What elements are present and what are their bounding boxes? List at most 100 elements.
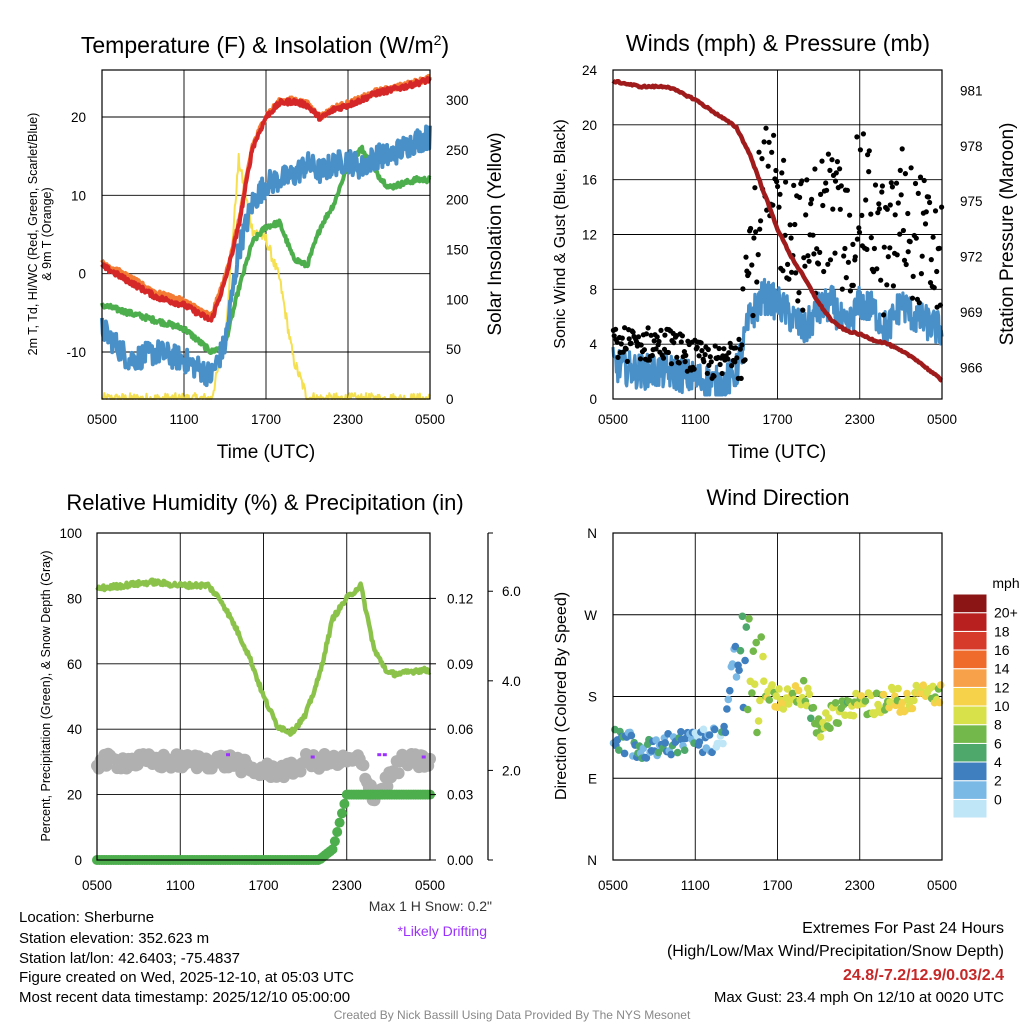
gust-point — [796, 290, 802, 296]
gust-point — [823, 180, 829, 186]
drifting-marker-0 — [226, 753, 230, 757]
gust-point — [832, 250, 838, 256]
gust-point — [912, 180, 919, 187]
gust-point — [736, 336, 742, 342]
gust-point — [894, 252, 900, 258]
gust-point — [799, 178, 805, 184]
precip-point — [334, 817, 345, 828]
snow-depth-point — [357, 759, 370, 772]
gust-point — [699, 348, 705, 354]
pressure-ytick-5: 981 — [960, 83, 983, 98]
humidity-xtick-2: 1700 — [248, 878, 278, 893]
gust-point — [830, 206, 836, 212]
gust-point — [643, 331, 650, 337]
snow-ytick-2: 6.0 — [502, 584, 521, 599]
gust-point — [795, 298, 801, 304]
gust-point — [838, 183, 844, 189]
direction-point — [807, 714, 815, 723]
gust-point — [857, 147, 864, 153]
gust-point — [887, 245, 893, 251]
precip-ytick-4: 0.12 — [447, 591, 473, 606]
gust-point — [927, 199, 933, 206]
colorbar-box-2 — [952, 761, 988, 782]
winds-xtick-0: 0500 — [598, 412, 628, 427]
gust-point — [624, 358, 631, 364]
gust-point — [748, 225, 754, 232]
drifting-annotation: *Likely Drifting — [398, 923, 487, 939]
gust-point — [614, 339, 620, 345]
gust-point — [727, 340, 733, 346]
gust-point — [910, 273, 916, 279]
gust-point — [834, 159, 841, 165]
gust-point — [810, 232, 816, 238]
gust-point — [884, 282, 890, 288]
gust-point — [889, 184, 896, 190]
drifting-marker-5 — [421, 755, 426, 759]
gust-point — [628, 340, 634, 346]
direction-point — [857, 692, 866, 700]
insolation-ytick-2: 100 — [446, 292, 469, 307]
gust-point — [679, 333, 686, 339]
insolation-ytick-6: 300 — [446, 93, 469, 108]
winds-series — [610, 78, 945, 397]
gust-point — [839, 286, 845, 292]
direction-point — [720, 722, 728, 731]
gust-point — [916, 300, 922, 306]
colorbar-label-2: 4 — [994, 754, 1002, 770]
gust-point — [919, 253, 925, 259]
direction-point — [695, 738, 704, 746]
gust-point — [754, 279, 760, 285]
gust-point — [809, 196, 815, 202]
direction-point — [754, 717, 763, 725]
pressure-line — [611, 78, 944, 383]
gust-point — [766, 139, 772, 145]
gust-point — [821, 268, 827, 275]
gust-point — [683, 352, 689, 358]
gust-point — [925, 194, 932, 200]
gust-point — [660, 355, 667, 361]
gust-point — [897, 167, 903, 173]
humidity-xtick-3: 2300 — [332, 878, 362, 893]
direction-point — [779, 705, 788, 713]
gust-point — [725, 356, 731, 362]
gust-point — [622, 325, 628, 331]
colorbar-title: mph — [992, 575, 1019, 591]
gust-point — [909, 295, 916, 301]
colorbar-box-11 — [952, 593, 988, 614]
pressure-ytick-1: 969 — [960, 305, 983, 320]
winds-plot-frame — [612, 69, 943, 400]
direction-point — [894, 684, 902, 693]
gust-point — [641, 347, 648, 353]
direction-point — [673, 748, 682, 757]
winds-xtick-2: 1700 — [762, 412, 792, 427]
direction-point — [710, 725, 719, 734]
temperature-series-0 — [100, 76, 432, 323]
wind-direction-series — [609, 612, 945, 762]
humidity-xtick-0: 0500 — [82, 878, 112, 893]
created-text: Figure created on Wed, 2025-12-10, at 05… — [19, 969, 354, 986]
direction-point — [741, 656, 749, 665]
wind-direction-xtick-4: 0500 — [927, 878, 957, 893]
gust-point — [865, 152, 871, 158]
gust-point — [770, 202, 776, 208]
winds-ytick-6: 24 — [582, 63, 598, 78]
gust-point — [656, 338, 662, 345]
wind-direction-chart-title: Wind Direction — [706, 485, 849, 510]
humidity-xtick-1: 1100 — [166, 878, 195, 893]
gust-point — [786, 276, 792, 282]
drifting-marker-3 — [382, 753, 387, 757]
gust-point — [619, 335, 625, 341]
direction-point — [760, 677, 768, 685]
gust-point — [817, 249, 823, 255]
wind-direction-xtick-2: 1700 — [762, 878, 792, 893]
gust-point — [866, 148, 872, 154]
colorbar-box-10 — [952, 612, 988, 632]
gust-point — [905, 249, 911, 255]
gust-point — [827, 167, 833, 173]
gust-point — [852, 254, 858, 260]
gust-point — [648, 332, 654, 338]
gust-point — [769, 149, 775, 155]
gust-point — [890, 283, 897, 289]
direction-point — [735, 666, 743, 674]
colorbar-box-8 — [952, 649, 988, 670]
